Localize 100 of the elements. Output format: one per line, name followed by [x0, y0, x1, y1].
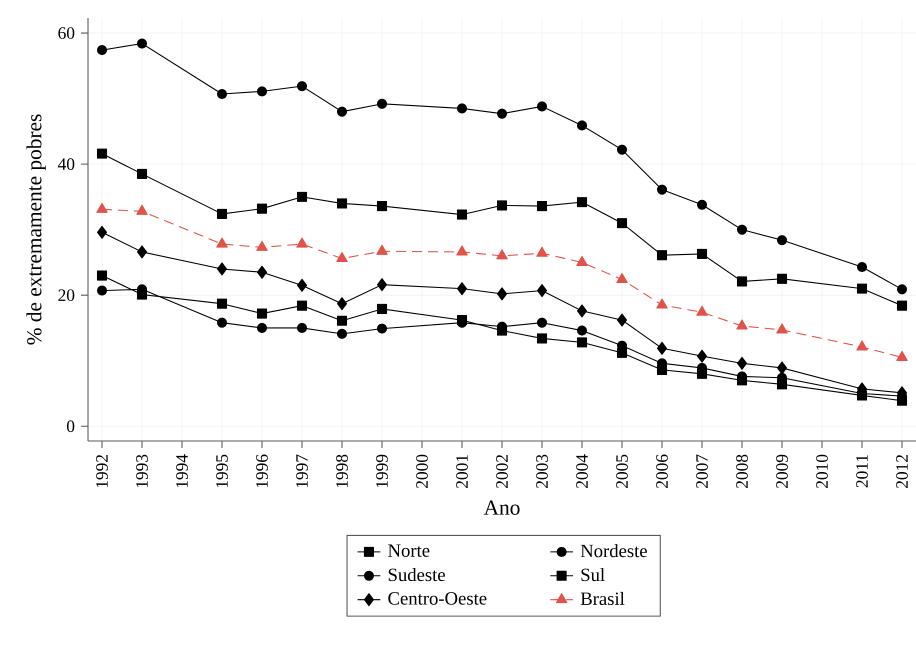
- point: [576, 337, 588, 348]
- point: [216, 262, 228, 276]
- point: [376, 304, 388, 314]
- y-tick-label: 40: [58, 158, 74, 170]
- point: [536, 284, 548, 298]
- x-tick-label: 2000: [416, 454, 428, 488]
- point: [96, 286, 108, 296]
- point: [856, 284, 868, 294]
- point: [336, 252, 348, 262]
- point: [536, 101, 548, 112]
- x-tick-label: 1995: [216, 454, 228, 488]
- point: [216, 318, 228, 328]
- legend-label: Brasil: [580, 592, 624, 606]
- point: [696, 248, 708, 259]
- x-tick-label: 2007: [696, 454, 708, 488]
- point: [656, 364, 668, 375]
- x-tick-label: 1994: [176, 454, 188, 488]
- y-tick-label: 60: [58, 27, 74, 39]
- point: [496, 287, 508, 300]
- point: [256, 86, 268, 96]
- point: [336, 316, 348, 326]
- point: [296, 322, 308, 333]
- point: [136, 289, 148, 300]
- point: [96, 45, 108, 56]
- point: [776, 361, 788, 374]
- point: [336, 297, 348, 310]
- point: [96, 202, 108, 213]
- point: [456, 245, 468, 256]
- point: [136, 38, 148, 49]
- point: [656, 298, 668, 309]
- point: [896, 300, 908, 311]
- point: [536, 201, 548, 212]
- point: [656, 184, 668, 195]
- point: [136, 204, 148, 215]
- legend-label: Sul: [581, 568, 605, 582]
- point: [616, 348, 628, 358]
- point: [376, 278, 388, 292]
- x-tick-label: 2003: [536, 454, 548, 488]
- point: [296, 192, 308, 202]
- point: [776, 274, 788, 284]
- point: [576, 197, 588, 208]
- x-tick-label: 1993: [136, 454, 148, 488]
- point: [736, 375, 748, 386]
- x-tick-label: 1998: [336, 454, 348, 488]
- x-tick-label: 2010: [816, 454, 828, 488]
- legend-label: Norte: [388, 544, 430, 557]
- point: [136, 245, 148, 258]
- point: [696, 368, 708, 379]
- point: [296, 278, 308, 292]
- point: [256, 204, 268, 214]
- point: [496, 326, 508, 336]
- point: [576, 326, 588, 336]
- x-tick-label: 2006: [656, 454, 668, 488]
- point: [336, 328, 348, 339]
- x-tick-label: 2005: [616, 454, 628, 488]
- point: [776, 379, 788, 390]
- point: [216, 298, 228, 309]
- point: [296, 81, 308, 92]
- point: [656, 342, 668, 355]
- point: [256, 308, 268, 319]
- y-axis-title: % de extremamente pobres: [26, 114, 46, 345]
- x-tick-label: 2009: [776, 454, 788, 488]
- point: [256, 322, 268, 333]
- point: [256, 240, 268, 251]
- point: [536, 333, 548, 344]
- point: [576, 120, 588, 131]
- point: [456, 210, 468, 220]
- x-tick-label: 1997: [296, 454, 308, 488]
- point: [616, 144, 628, 155]
- point: [296, 238, 308, 248]
- point: [616, 272, 628, 283]
- point: [496, 200, 508, 210]
- point: [96, 270, 108, 281]
- point: [96, 226, 108, 239]
- point: [296, 300, 308, 311]
- point: [496, 249, 508, 260]
- point: [576, 304, 588, 318]
- point: [696, 200, 708, 210]
- point: [896, 284, 908, 294]
- y-tick-label: 0: [66, 420, 74, 432]
- legend-label: Centro-Oeste: [388, 592, 486, 605]
- point: [536, 246, 548, 257]
- point: [96, 148, 108, 159]
- x-tick-label: 2001: [456, 455, 468, 488]
- x-tick-label: 2002: [496, 454, 508, 488]
- point: [696, 350, 708, 363]
- x-tick-label: 2004: [576, 454, 588, 488]
- point: [656, 250, 668, 260]
- x-tick-label: 1996: [256, 454, 268, 488]
- point: [336, 198, 348, 208]
- x-tick-label: 1999: [376, 454, 388, 488]
- point: [456, 103, 468, 114]
- point: [376, 324, 388, 334]
- point: [616, 314, 628, 327]
- point: [776, 235, 788, 246]
- point: [216, 88, 228, 100]
- point: [736, 319, 748, 330]
- y-tick-label: 20: [58, 289, 74, 302]
- point: [496, 108, 508, 119]
- point: [616, 218, 628, 228]
